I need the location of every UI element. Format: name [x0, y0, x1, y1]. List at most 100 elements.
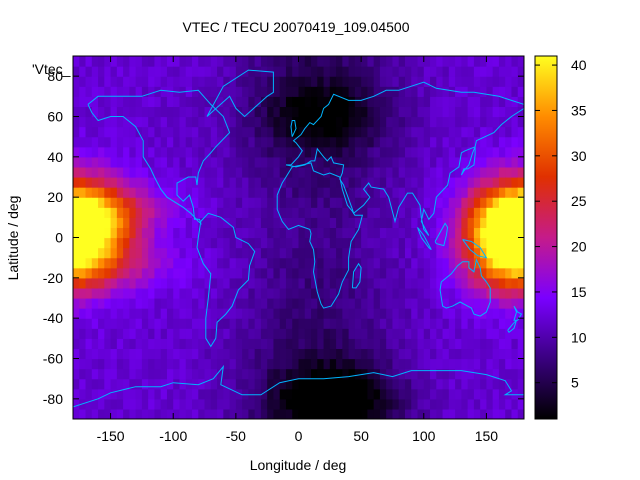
heatmap-cell [298, 207, 306, 218]
y-tick-label: 20 [47, 189, 63, 205]
heatmap-cell [336, 146, 343, 158]
heatmap-cell [386, 207, 394, 218]
heatmap-cell [304, 227, 312, 239]
heatmap-cell [179, 247, 187, 259]
heatmap-cell [292, 76, 300, 87]
heatmap-cell [517, 398, 524, 410]
heatmap-cell [336, 197, 343, 208]
heatmap-cell [192, 328, 199, 339]
heatmap-cell [486, 348, 494, 360]
heatmap-cell [204, 257, 212, 269]
heatmap-cell [254, 227, 262, 239]
heatmap-cell [79, 96, 87, 108]
heatmap-cell [342, 217, 350, 229]
heatmap-cell [423, 56, 431, 67]
heatmap-cell [229, 207, 237, 218]
heatmap-cell [448, 76, 456, 87]
heatmap-cell [492, 247, 500, 259]
heatmap-cell [267, 378, 275, 390]
heatmap-cell [411, 217, 419, 229]
heatmap-cell [455, 96, 462, 108]
heatmap-cell [367, 267, 375, 279]
heatmap-cell [91, 308, 99, 319]
heatmap-cell [336, 287, 343, 299]
heatmap-cell [317, 257, 325, 269]
heatmap-cell [461, 106, 469, 118]
heatmap-cell [148, 96, 156, 108]
heatmap-cell [98, 328, 105, 339]
heatmap-cell [436, 277, 444, 289]
heatmap-cell [411, 197, 419, 208]
heatmap-cell [73, 408, 80, 419]
heatmap-cell [166, 156, 174, 168]
heatmap-cell [461, 126, 469, 138]
heatmap-cell [229, 237, 237, 249]
heatmap-cell [323, 126, 331, 138]
heatmap-cell [116, 66, 124, 77]
heatmap-cell [110, 308, 118, 319]
heatmap-cell [85, 287, 93, 299]
x-tick-label: 50 [353, 428, 369, 444]
heatmap-cell [505, 358, 513, 370]
heatmap-cell [110, 338, 118, 350]
heatmap-cell [198, 156, 206, 168]
heatmap-cell [354, 227, 362, 239]
heatmap-cell [129, 328, 137, 339]
heatmap-cell [361, 66, 368, 77]
heatmap-cell [91, 116, 99, 128]
heatmap-cell [505, 368, 513, 380]
heatmap-cell [311, 227, 318, 239]
heatmap-cell [91, 146, 99, 158]
heatmap-cell [336, 358, 343, 370]
heatmap-cell [116, 217, 124, 229]
heatmap-cell [204, 227, 212, 239]
heatmap-cell [373, 257, 381, 269]
heatmap-cell [317, 126, 325, 138]
heatmap-cell [329, 86, 337, 97]
heatmap-cell [317, 358, 325, 370]
heatmap-cell [473, 378, 481, 390]
heatmap-cell [329, 348, 337, 360]
heatmap-cell [492, 207, 500, 218]
heatmap-cell [455, 348, 462, 360]
heatmap-cell [110, 328, 118, 339]
heatmap-cell [367, 287, 375, 299]
heatmap-cell [455, 308, 462, 319]
heatmap-cell [329, 146, 337, 158]
heatmap-cell [166, 177, 174, 188]
heatmap-cell [404, 146, 412, 158]
heatmap-cell [417, 237, 425, 249]
heatmap-cell [455, 237, 462, 249]
heatmap-cell [398, 277, 406, 289]
heatmap-cell [267, 156, 275, 168]
heatmap-cell [248, 237, 256, 249]
heatmap-cell [229, 76, 237, 87]
coastline [351, 262, 362, 289]
heatmap-cell [292, 146, 300, 158]
heatmap-cell [367, 207, 375, 218]
heatmap-cell [273, 126, 281, 138]
heatmap-cell [505, 126, 513, 138]
heatmap-cell [260, 277, 268, 289]
heatmap-cell [135, 257, 143, 269]
heatmap-cell [192, 187, 199, 198]
heatmap-cell [110, 66, 118, 77]
heatmap-cell [367, 338, 375, 350]
heatmap-cell [329, 368, 337, 380]
heatmap-cell [185, 408, 193, 419]
heatmap-cell [386, 177, 394, 188]
heatmap-cell [505, 348, 513, 360]
heatmap-cell [110, 408, 118, 419]
heatmap-cell [79, 76, 87, 87]
heatmap-cell [260, 328, 268, 339]
heatmap-cell [73, 177, 80, 188]
heatmap-cell [179, 368, 187, 380]
heatmap-cell [292, 227, 300, 239]
heatmap-cell [129, 66, 137, 77]
heatmap-cell [279, 166, 287, 178]
heatmap-cell [204, 177, 212, 188]
heatmap-cell [417, 277, 425, 289]
heatmap-cell [311, 247, 318, 259]
heatmap-cell [336, 237, 343, 249]
heatmap-cell [448, 408, 456, 419]
